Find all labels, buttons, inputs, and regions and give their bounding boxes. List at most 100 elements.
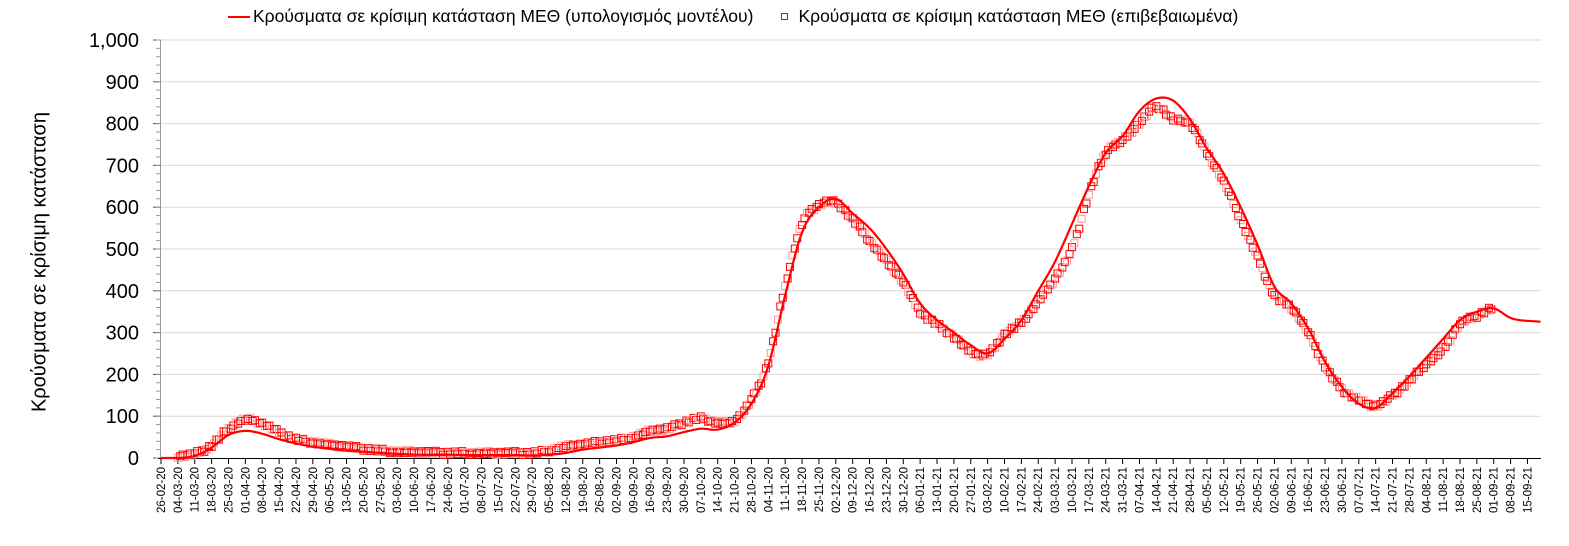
x-tick-label: 04-03-20	[173, 467, 185, 513]
x-tick-label: 18-03-20	[207, 467, 219, 513]
x-tick-label: 09-09-20	[628, 467, 640, 513]
x-tick-label: 24-02-21	[1033, 467, 1045, 513]
y-tick-label: 200	[106, 364, 139, 386]
x-tick-label: 23-12-20	[881, 467, 893, 513]
y-tick-label: 900	[106, 72, 139, 94]
y-tick-label: 500	[106, 239, 139, 261]
x-tick-label: 02-09-20	[611, 467, 623, 513]
x-tick-label: 11-03-20	[190, 467, 202, 512]
x-tick-label: 09-06-21	[1286, 467, 1298, 513]
x-tick-label: 18-08-21	[1455, 467, 1467, 513]
y-tick-label: 600	[106, 197, 139, 219]
x-tick-label: 15-04-20	[274, 467, 286, 513]
x-tick-label: 15-07-20	[493, 467, 505, 513]
x-tick-label: 03-02-21	[983, 467, 995, 513]
x-tick-label: 28-10-20	[746, 467, 758, 513]
legend-label-model: Κρούσματα σε κρίσιμη κατάσταση ΜΕΘ (υπολ…	[253, 6, 754, 26]
x-tick-label: 21-07-21	[1388, 467, 1400, 513]
x-tick-label: 23-06-21	[1320, 467, 1332, 513]
x-tick-label: 04-08-21	[1421, 467, 1433, 513]
model-series-line	[161, 96, 1541, 460]
y-tick-label: 0	[128, 448, 139, 470]
x-tick-label: 13-05-20	[342, 467, 354, 513]
x-tick-label: 26-05-21	[1253, 467, 1265, 513]
chart-legend: Κρούσματα σε κρίσιμη κατάσταση ΜΕΘ (υπολ…	[228, 6, 1266, 27]
x-tick-label: 28-07-21	[1404, 467, 1416, 513]
x-tick-label: 22-07-20	[510, 467, 522, 513]
legend-label-confirmed: Κρούσματα σε κρίσιμη κατάσταση ΜΕΘ (επιβ…	[798, 6, 1239, 26]
x-tick-label: 30-09-20	[679, 467, 691, 513]
x-tick-label: 10-03-21	[1067, 467, 1079, 513]
x-tick-label: 19-08-20	[578, 467, 590, 513]
x-tick-label: 07-07-21	[1354, 467, 1366, 513]
x-tick-label: 10-06-20	[409, 467, 421, 513]
x-tick-label: 19-05-21	[1236, 467, 1248, 513]
x-tick-label: 31-03-21	[1118, 467, 1130, 513]
x-tick-label: 30-06-21	[1337, 467, 1349, 513]
x-tick-label: 25-11-20	[814, 467, 826, 512]
y-tick-label: 300	[106, 323, 139, 345]
x-tick-label: 26-08-20	[595, 467, 607, 513]
x-tick-label: 12-05-21	[1219, 467, 1231, 513]
x-tick-label: 14-04-21	[1151, 467, 1163, 513]
x-tick-label: 28-04-21	[1185, 467, 1197, 513]
x-tick-label: 20-05-20	[358, 467, 370, 513]
x-tick-label: 24-06-20	[443, 467, 455, 513]
x-tick-label: 20-01-21	[949, 467, 961, 513]
x-tick-label: 25-03-20	[223, 467, 235, 513]
x-tick-label: 29-04-20	[308, 467, 320, 513]
legend-item-confirmed: Κρούσματα σε κρίσιμη κατάσταση ΜΕΘ (επιβ…	[781, 6, 1238, 27]
x-tick-label: 08-04-20	[257, 467, 269, 513]
square-marker-icon	[781, 13, 789, 20]
x-tick-label: 16-06-21	[1303, 467, 1315, 513]
x-tick-label: 27-01-21	[966, 467, 978, 513]
x-tick-label: 27-05-20	[375, 467, 387, 513]
x-tick-label: 06-05-20	[325, 467, 337, 513]
line-swatch-icon	[228, 15, 250, 18]
x-tick-label: 26-02-20	[156, 467, 168, 513]
y-tick-label: 100	[106, 406, 139, 428]
x-tick-label: 11-11-20	[780, 467, 792, 511]
x-tick-label: 08-07-20	[477, 467, 489, 513]
x-axis: 26-02-20 04-03-20 11-03-20 18-03-20 25-03-20…	[156, 458, 1541, 513]
x-tick-label: 13-01-21	[932, 467, 944, 513]
x-tick-label: 03-03-21	[1050, 467, 1062, 513]
y-axis: 0 100 200 300 400 500 600 700 800 900 1,000	[89, 30, 161, 470]
x-tick-label: 01-07-20	[460, 467, 472, 513]
x-tick-label: 12-08-20	[561, 467, 573, 513]
x-tick-label: 29-07-20	[527, 467, 539, 513]
y-tick-label: 800	[106, 114, 139, 136]
x-tick-label: 24-03-21	[1101, 467, 1113, 513]
y-tick-label: 1,000	[89, 30, 139, 52]
x-tick-label: 16-09-20	[645, 467, 657, 513]
x-tick-label: 15-09-21	[1522, 467, 1534, 513]
x-tick-label: 21-10-20	[730, 467, 742, 513]
x-tick-label: 11-08-21	[1438, 467, 1450, 512]
x-tick-label: 30-12-20	[898, 467, 910, 513]
x-tick-label: 17-06-20	[426, 467, 438, 513]
x-tick-label: 09-12-20	[848, 467, 860, 513]
x-tick-label: 23-09-20	[662, 467, 674, 513]
x-tick-label: 07-04-21	[1134, 467, 1146, 513]
x-tick-label: 06-01-21	[915, 467, 927, 513]
x-tick-label: 14-10-20	[713, 467, 725, 513]
x-tick-label: 01-04-20	[240, 467, 252, 513]
x-tick-label: 10-02-21	[1000, 467, 1012, 513]
y-tick-label: 400	[106, 281, 139, 303]
x-tick-label: 03-06-20	[392, 467, 404, 513]
x-tick-label: 16-12-20	[865, 467, 877, 513]
x-tick-label: 02-06-21	[1269, 467, 1281, 513]
x-tick-label: 25-08-21	[1472, 467, 1484, 513]
y-tick-label: 700	[106, 155, 139, 177]
x-tick-label: 17-02-21	[1016, 467, 1028, 513]
x-tick-label: 18-11-20	[797, 467, 809, 512]
x-tick-label: 21-04-21	[1168, 467, 1180, 513]
x-tick-label: 04-11-20	[763, 467, 775, 512]
x-tick-label: 07-10-20	[696, 467, 708, 513]
x-tick-label: 22-04-20	[291, 467, 303, 513]
x-tick-label: 14-07-21	[1371, 467, 1383, 513]
x-tick-label: 08-09-21	[1506, 467, 1518, 513]
gridlines	[160, 39, 1541, 417]
confirmed-series-markers	[173, 102, 1496, 462]
